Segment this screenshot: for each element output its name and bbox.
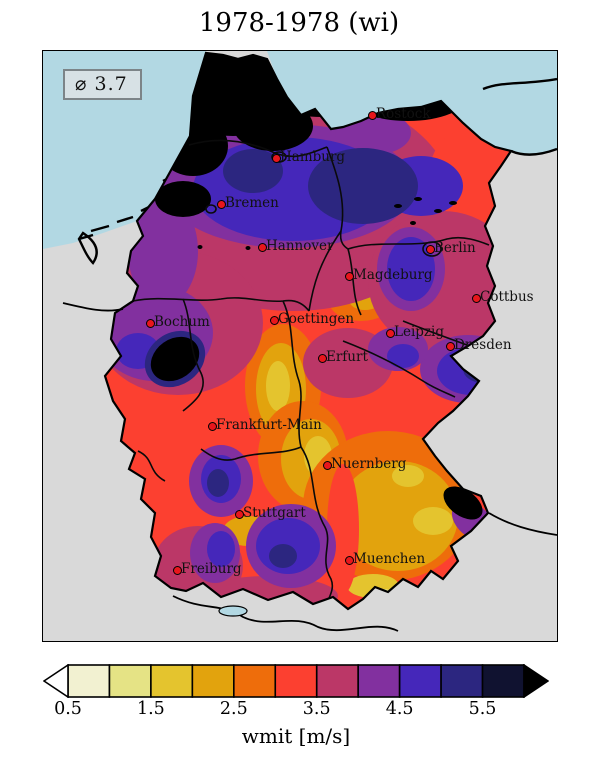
city-label: Nuernberg — [331, 456, 407, 472]
city-label: Hannover — [266, 238, 334, 254]
lake-constance — [218, 605, 248, 617]
city-marker-cottbus: Cottbus — [472, 289, 534, 305]
colorbar-tick: 1.5 — [136, 699, 165, 719]
city-label: Goettingen — [278, 311, 355, 327]
city-label: Erfurt — [326, 349, 368, 365]
city-marker-rostock: Rostock — [368, 106, 431, 122]
map-frame: ⌀ 3.7 Rostock Hamburg Bremen Hannover Berlin… — [42, 50, 558, 642]
city-marker-erfurt: Erfurt — [318, 349, 368, 365]
city-label: Stuttgart — [243, 505, 306, 521]
city-dot-icon — [318, 354, 327, 363]
city-dot-icon — [208, 422, 217, 431]
city-marker-goettingen: Goettingen — [270, 311, 354, 327]
city-label: Leipzig — [394, 324, 444, 340]
colorbar-cell — [274, 664, 318, 698]
colorbar-cell — [67, 664, 111, 698]
city-dot-icon — [345, 272, 354, 281]
state-borders — [132, 139, 490, 604]
contour-field — [105, 53, 511, 609]
colorbar-cell — [233, 664, 277, 698]
city-label: Muenchen — [353, 551, 426, 567]
plot-title: 1978-1978 (wi) — [198, 8, 400, 38]
city-label: Frankfurt-Main — [216, 417, 322, 433]
colorbar-under-arrow — [42, 663, 69, 699]
city-marker-magdeburg: Magdeburg — [345, 267, 433, 283]
city-marker-bremen: Bremen — [217, 195, 279, 211]
colorbar-cell — [315, 664, 359, 698]
city-marker-bochum: Bochum — [146, 314, 210, 330]
germany-outline — [103, 51, 513, 611]
city-dot-icon — [272, 154, 281, 163]
colorbar — [42, 663, 550, 699]
city-dot-icon — [345, 556, 354, 565]
colorbar-tick: 2.5 — [219, 699, 248, 719]
city-label: Dresden — [454, 337, 512, 353]
city-marker-freiburg: Freiburg — [173, 561, 242, 577]
baltic-sea — [267, 51, 557, 155]
colorbar-cell — [398, 664, 442, 698]
city-dot-icon — [146, 319, 155, 328]
mean-badge: ⌀ 3.7 — [63, 69, 142, 100]
city-label: Freiburg — [181, 561, 242, 577]
city-dot-icon — [446, 342, 455, 351]
city-dot-icon — [258, 243, 267, 252]
colorbar-tick: 5.5 — [468, 699, 497, 719]
city-dot-icon — [368, 111, 377, 120]
city-label: Bremen — [225, 195, 279, 211]
city-dot-icon — [323, 461, 332, 470]
foreign-borders — [62, 302, 557, 632]
city-label: Berlin — [434, 240, 476, 256]
colorbar-cell — [357, 664, 401, 698]
city-dot-icon — [472, 294, 481, 303]
city-marker-berlin: Berlin — [426, 240, 476, 256]
city-label: Bochum — [154, 314, 210, 330]
colorbar-over-arrow — [523, 663, 550, 699]
colorbar-cell — [191, 664, 235, 698]
colorbar-tick: 3.5 — [302, 699, 331, 719]
colorbar-cells — [67, 664, 525, 698]
city-label: Rostock — [376, 106, 431, 122]
city-label: Cottbus — [480, 289, 534, 305]
city-marker-stuttgart: Stuttgart — [235, 505, 306, 521]
colorbar-tick: 0.5 — [54, 699, 82, 719]
colorbar-ticks: 0.5 1.5 2.5 3.5 4.5 5.5 — [43, 699, 549, 723]
city-dot-icon — [270, 316, 279, 325]
colorbar-tick: 4.5 — [385, 699, 414, 719]
city-marker-hannover: Hannover — [258, 238, 333, 254]
city-marker-frankfurt-main: Frankfurt-Main — [208, 417, 322, 433]
city-dot-icon — [426, 245, 435, 254]
city-label: Hamburg — [280, 149, 346, 165]
north-sea — [43, 51, 206, 249]
city-marker-muenchen: Muenchen — [345, 551, 425, 567]
city-marker-nuernberg: Nuernberg — [323, 456, 406, 472]
colorbar-cell — [440, 664, 484, 698]
germany-wind-contour-map — [43, 51, 557, 641]
city-marker-dresden: Dresden — [446, 337, 512, 353]
city-dot-icon — [386, 329, 395, 338]
city-dot-icon — [235, 510, 244, 519]
city-marker-hamburg: Hamburg — [272, 149, 345, 165]
colorbar-label: wmit [m/s] — [241, 724, 351, 748]
city-dot-icon — [173, 566, 182, 575]
city-marker-leipzig: Leipzig — [386, 324, 444, 340]
city-dot-icon — [217, 200, 226, 209]
city-label: Magdeburg — [353, 267, 433, 283]
colorbar-cell — [481, 664, 525, 698]
colorbar-cell — [150, 664, 194, 698]
colorbar-cell — [108, 664, 152, 698]
